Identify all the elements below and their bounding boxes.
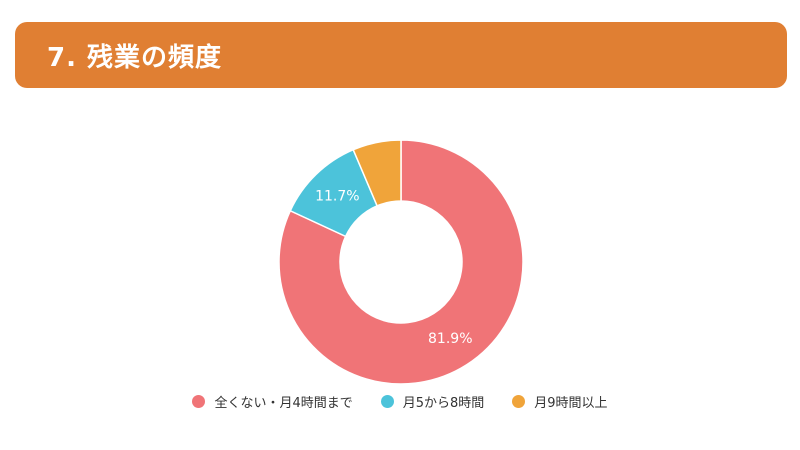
donut-slice-2 — [352, 139, 402, 207]
donut-slice-0 — [278, 139, 524, 385]
section-header: 7. 残業の頻度 — [15, 22, 787, 88]
legend-item-0: 全くない・月4時間まで — [192, 392, 353, 411]
slice-data-label-0: 81.9% — [428, 331, 472, 347]
page-title: 7. 残業の頻度 — [47, 42, 223, 73]
legend-item-2: 月9時間以上 — [512, 392, 608, 411]
legend-swatch-0 — [192, 395, 206, 408]
legend-swatch-1 — [380, 395, 394, 408]
slice-data-label-1: 11.7% — [315, 188, 359, 204]
legend-item-1: 月5から8時間 — [380, 392, 485, 411]
legend-label-2: 月9時間以上 — [534, 396, 608, 411]
legend-label-1: 月5から8時間 — [402, 396, 485, 411]
legend-label-0: 全くない・月4時間まで — [214, 396, 353, 411]
chart-legend: 全くない・月4時間まで 月5から8時間 月9時間以上 — [0, 392, 800, 411]
legend-swatch-2 — [512, 395, 526, 408]
